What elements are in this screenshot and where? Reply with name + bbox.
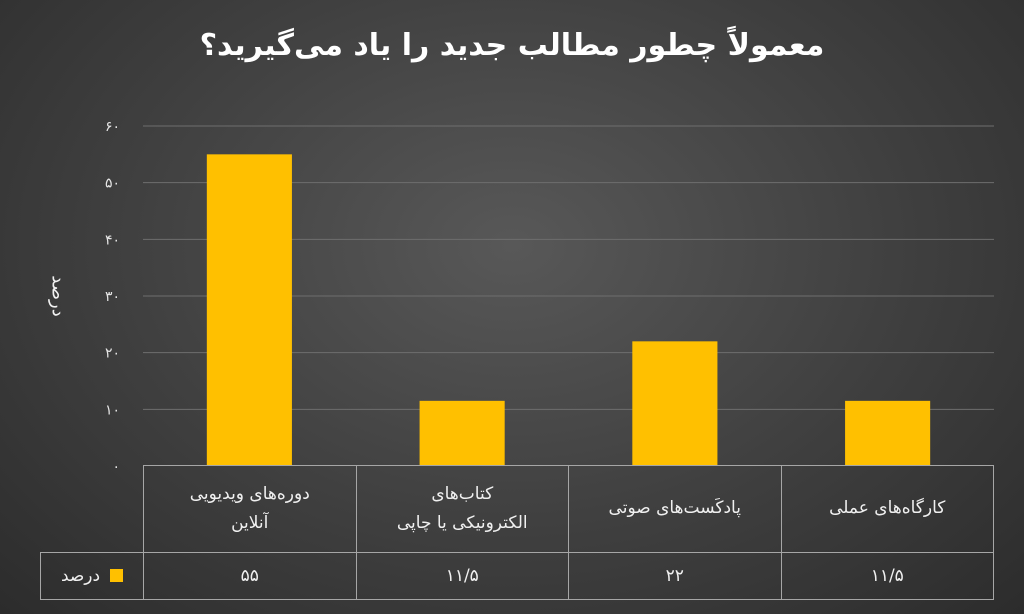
bar xyxy=(419,400,505,466)
legend-swatch xyxy=(110,569,124,582)
category-label: کتاب‌های الکترونیکی یا چاپی xyxy=(355,465,569,553)
legend-label: درصد xyxy=(60,565,101,586)
category-label: کارگاه‌های عملی xyxy=(780,465,994,553)
legend-entry: درصد xyxy=(40,551,144,600)
data-value: ۱۱/۵ xyxy=(780,551,994,600)
value-row: درصد ۵۵ ۱۱/۵ ۲۲ ۱۱/۵ xyxy=(40,551,994,600)
bar xyxy=(206,154,292,467)
category-row: دوره‌های ویدیویی آنلاین کتاب‌های الکترون… xyxy=(40,465,994,553)
data-value: ۱۱/۵ xyxy=(355,551,569,600)
chart-title: معمولاً چطور مطالب جدید را یاد می‌گیرید؟ xyxy=(199,28,825,63)
table-corner xyxy=(40,465,144,553)
y-tick-label: ۱۰ xyxy=(105,402,120,418)
data-value: ۲۲ xyxy=(568,551,782,600)
y-tick-label: ۳۰ xyxy=(105,289,120,305)
category-label: دوره‌های ویدیویی آنلاین xyxy=(143,465,357,553)
data-value: ۵۵ xyxy=(143,551,357,600)
bar xyxy=(845,400,931,466)
category-label: پادکَست‌های صوتی xyxy=(568,465,782,553)
y-tick-label: ۵۰ xyxy=(105,176,120,192)
bars xyxy=(206,154,931,467)
y-tick-label: ۲۰ xyxy=(105,346,120,362)
data-table: دوره‌های ویدیویی آنلاین کتاب‌های الکترون… xyxy=(40,465,994,600)
y-tick-label: ۴۰ xyxy=(105,232,120,248)
y-tick-label: ۶۰ xyxy=(105,119,120,135)
bar xyxy=(632,341,718,466)
